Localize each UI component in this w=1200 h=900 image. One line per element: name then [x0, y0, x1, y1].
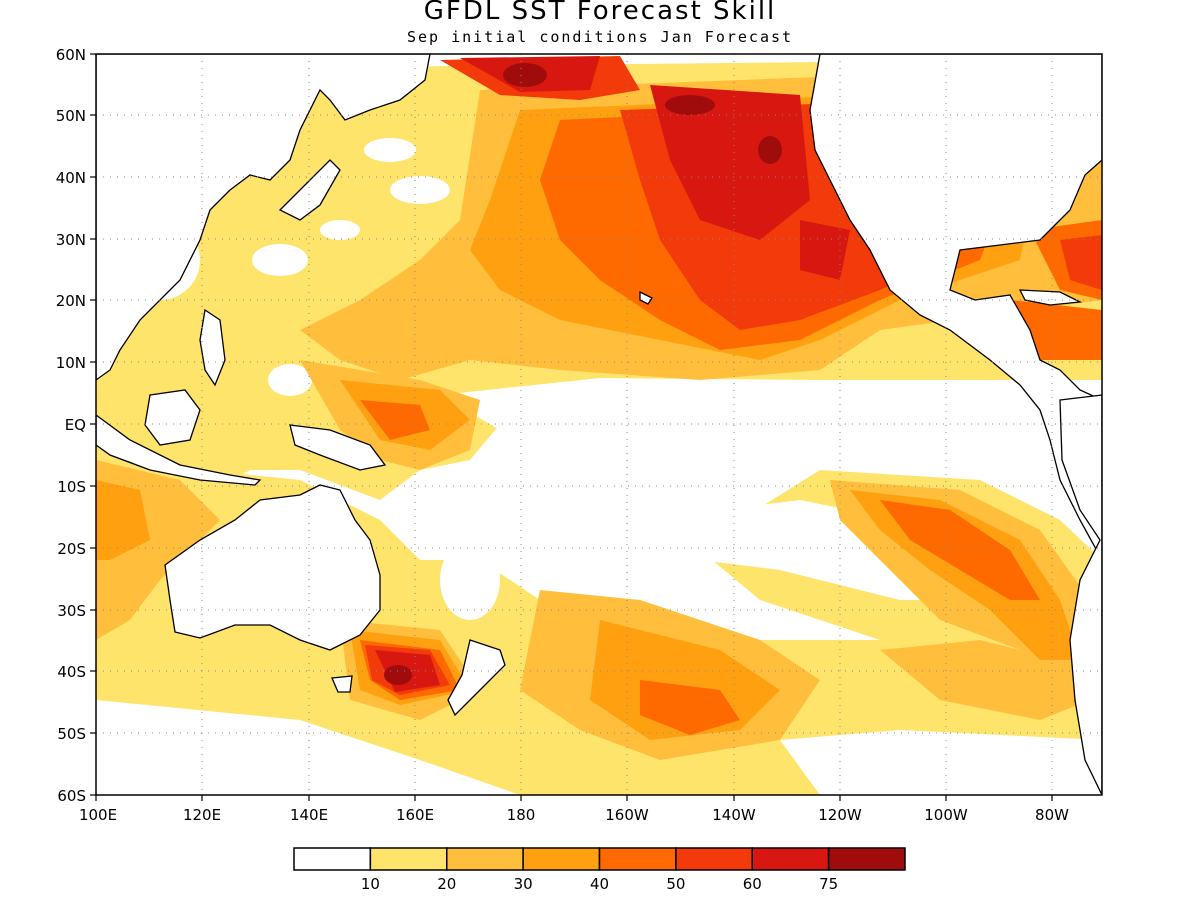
lat-tick-label: 20S	[57, 540, 86, 558]
colorbar-swatch	[675, 847, 753, 871]
lat-tick-label: 30N	[56, 231, 86, 249]
lat-tick-label: 60N	[56, 46, 86, 64]
colorbar-label: 30	[514, 875, 533, 893]
lat-tick-label: 30S	[57, 602, 86, 620]
colorbar-swatch	[446, 847, 524, 871]
lat-tick-label: 50S	[57, 725, 86, 743]
land-masses	[96, 54, 1102, 795]
new-guinea	[289, 424, 387, 471]
lon-tick-labels: 100E 120E 140E 160E 180 160W 140W 120W 1…	[79, 806, 1069, 824]
lon-tick-label: 160W	[605, 806, 649, 824]
philippines	[199, 308, 226, 387]
lat-tick-label: 10S	[57, 478, 86, 496]
lat-tick-label: 40S	[57, 663, 86, 681]
lon-tick-label: 140W	[712, 806, 756, 824]
cuba	[1018, 289, 1083, 306]
lon-tick-label: 100E	[79, 806, 117, 824]
australia	[164, 484, 381, 651]
chart-subtitle: Sep initial conditions Jan Forecast	[406, 28, 794, 46]
borneo	[144, 389, 201, 446]
skill-below-10-region	[96, 138, 1102, 795]
lat-tick-label: 20N	[56, 292, 86, 310]
chart-title: GFDL SST Forecast Skill	[423, 0, 777, 26]
colorbar: 10 20 30 40 50 60 75	[293, 847, 906, 893]
colorbar-swatch	[751, 847, 830, 871]
colorbar-swatch	[369, 847, 448, 871]
lon-tick-label: 120W	[818, 806, 862, 824]
sumatra-java	[96, 414, 262, 486]
asia-mainland	[96, 54, 431, 381]
lon-tick-label: 80W	[1035, 806, 1069, 824]
lon-tick-label: 140E	[290, 806, 328, 824]
lat-tick-label: 60S	[57, 787, 86, 805]
colorbar-label: 40	[590, 875, 609, 893]
lon-tick-label: 180	[507, 806, 536, 824]
tasmania	[331, 675, 353, 693]
lon-tick-label: 120E	[183, 806, 221, 824]
colorbar-swatch	[522, 847, 601, 871]
colorbar-swatch	[598, 847, 677, 871]
north-america	[809, 54, 1102, 561]
colorbar-label: 20	[437, 875, 456, 893]
colorbar-label: 60	[743, 875, 762, 893]
colorbar-label: 50	[666, 875, 685, 893]
lon-tick-label: 160E	[396, 806, 434, 824]
lat-tick-label: 40N	[56, 169, 86, 187]
skill-above-75-region	[384, 63, 782, 685]
colorbar-label: 10	[361, 875, 380, 893]
japan	[278, 159, 341, 221]
new-zealand	[447, 639, 506, 717]
lat-tick-label: 50N	[56, 107, 86, 125]
colorbar-swatch	[827, 847, 906, 871]
lat-tick-label: EQ	[65, 416, 86, 434]
lon-tick-label: 100W	[924, 806, 968, 824]
skill-shading	[96, 54, 1102, 795]
hawaii	[639, 290, 653, 305]
colorbar-label: 75	[819, 875, 838, 893]
lat-tick-labels: 60N 50N 40N 30N 20N 10N EQ 10S 20S 30S 4…	[56, 46, 86, 805]
tick-marks	[90, 53, 1053, 801]
lat-tick-label: 10N	[56, 354, 86, 372]
colorbar-swatch	[293, 847, 372, 871]
south-america	[1059, 394, 1102, 795]
